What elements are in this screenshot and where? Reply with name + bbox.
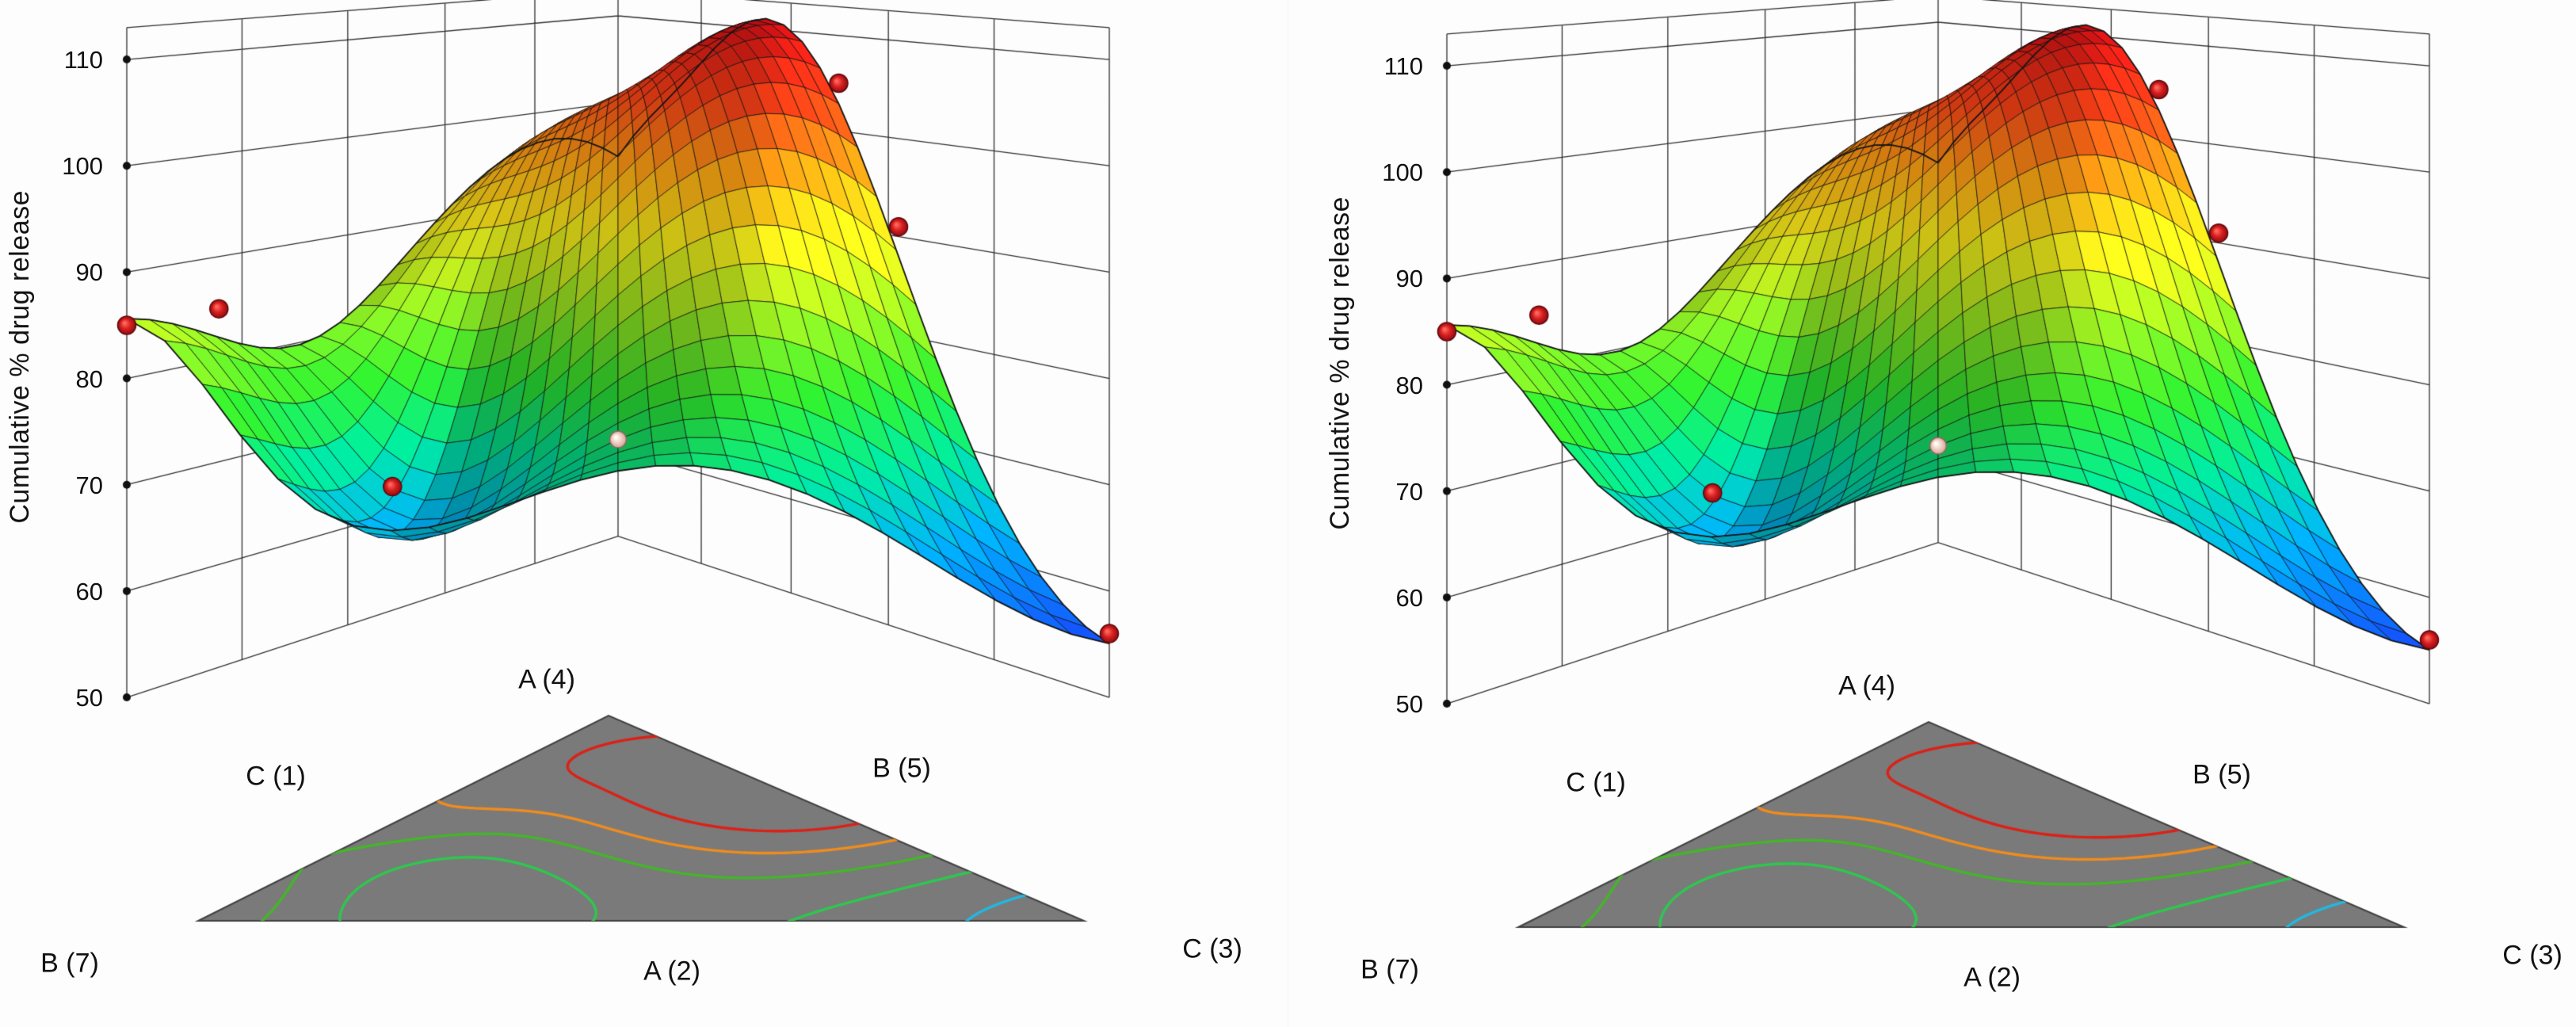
- mixture-corner-label-bottom-center: A (2): [643, 956, 700, 987]
- z-tick-label-80: 80: [75, 365, 103, 393]
- response-surface-canvas-1: [0, 0, 1288, 1027]
- z-axis-title: Cumulative % drug release: [1325, 197, 1355, 530]
- mixture-corner-label-right-edge: B (5): [872, 753, 931, 784]
- z-tick-label-90: 90: [75, 258, 103, 287]
- mixture-corner-label-bottom-right: C (3): [2502, 940, 2563, 971]
- surface-plot-panel-2: Cumulative % drug release 110 100 90 80 70 60…: [1288, 0, 2576, 1027]
- mixture-corner-label-left-edge: C (1): [1566, 767, 1626, 798]
- mixture-corner-label-bottom-left: B (7): [40, 948, 99, 979]
- response-surface-canvas-2: [1288, 0, 2576, 1027]
- z-tick-label-70: 70: [1395, 477, 1423, 506]
- z-tick-label-110: 110: [1383, 52, 1423, 81]
- mixture-corner-label-bottom-left: B (7): [1361, 954, 1419, 985]
- z-tick-label-90: 90: [1395, 265, 1423, 293]
- mixture-corner-label-left-edge: C (1): [246, 761, 306, 792]
- z-axis-title: Cumulative % drug release: [5, 190, 35, 524]
- z-tick-label-50: 50: [1395, 690, 1423, 719]
- z-tick-label-60: 60: [1395, 583, 1423, 612]
- z-tick-label-60: 60: [75, 577, 103, 605]
- mixture-corner-label-apex: A (4): [518, 664, 575, 695]
- z-tick-label-110: 110: [63, 46, 103, 74]
- mixture-corner-label-bottom-center: A (2): [1963, 962, 2021, 993]
- z-tick-label-70: 70: [75, 471, 103, 499]
- mixture-corner-label-bottom-right: C (3): [1182, 933, 1242, 964]
- mixture-corner-label-apex: A (4): [1838, 670, 1895, 701]
- z-tick-label-100: 100: [62, 152, 103, 181]
- surface-plot-panel-1: Cumulative % drug release 110 100 90 80 70 60…: [0, 0, 1288, 1027]
- z-tick-label-50: 50: [75, 684, 103, 712]
- mixture-corner-label-right-edge: B (5): [2192, 759, 2251, 790]
- z-tick-label-100: 100: [1382, 158, 1423, 187]
- z-tick-label-80: 80: [1395, 371, 1423, 399]
